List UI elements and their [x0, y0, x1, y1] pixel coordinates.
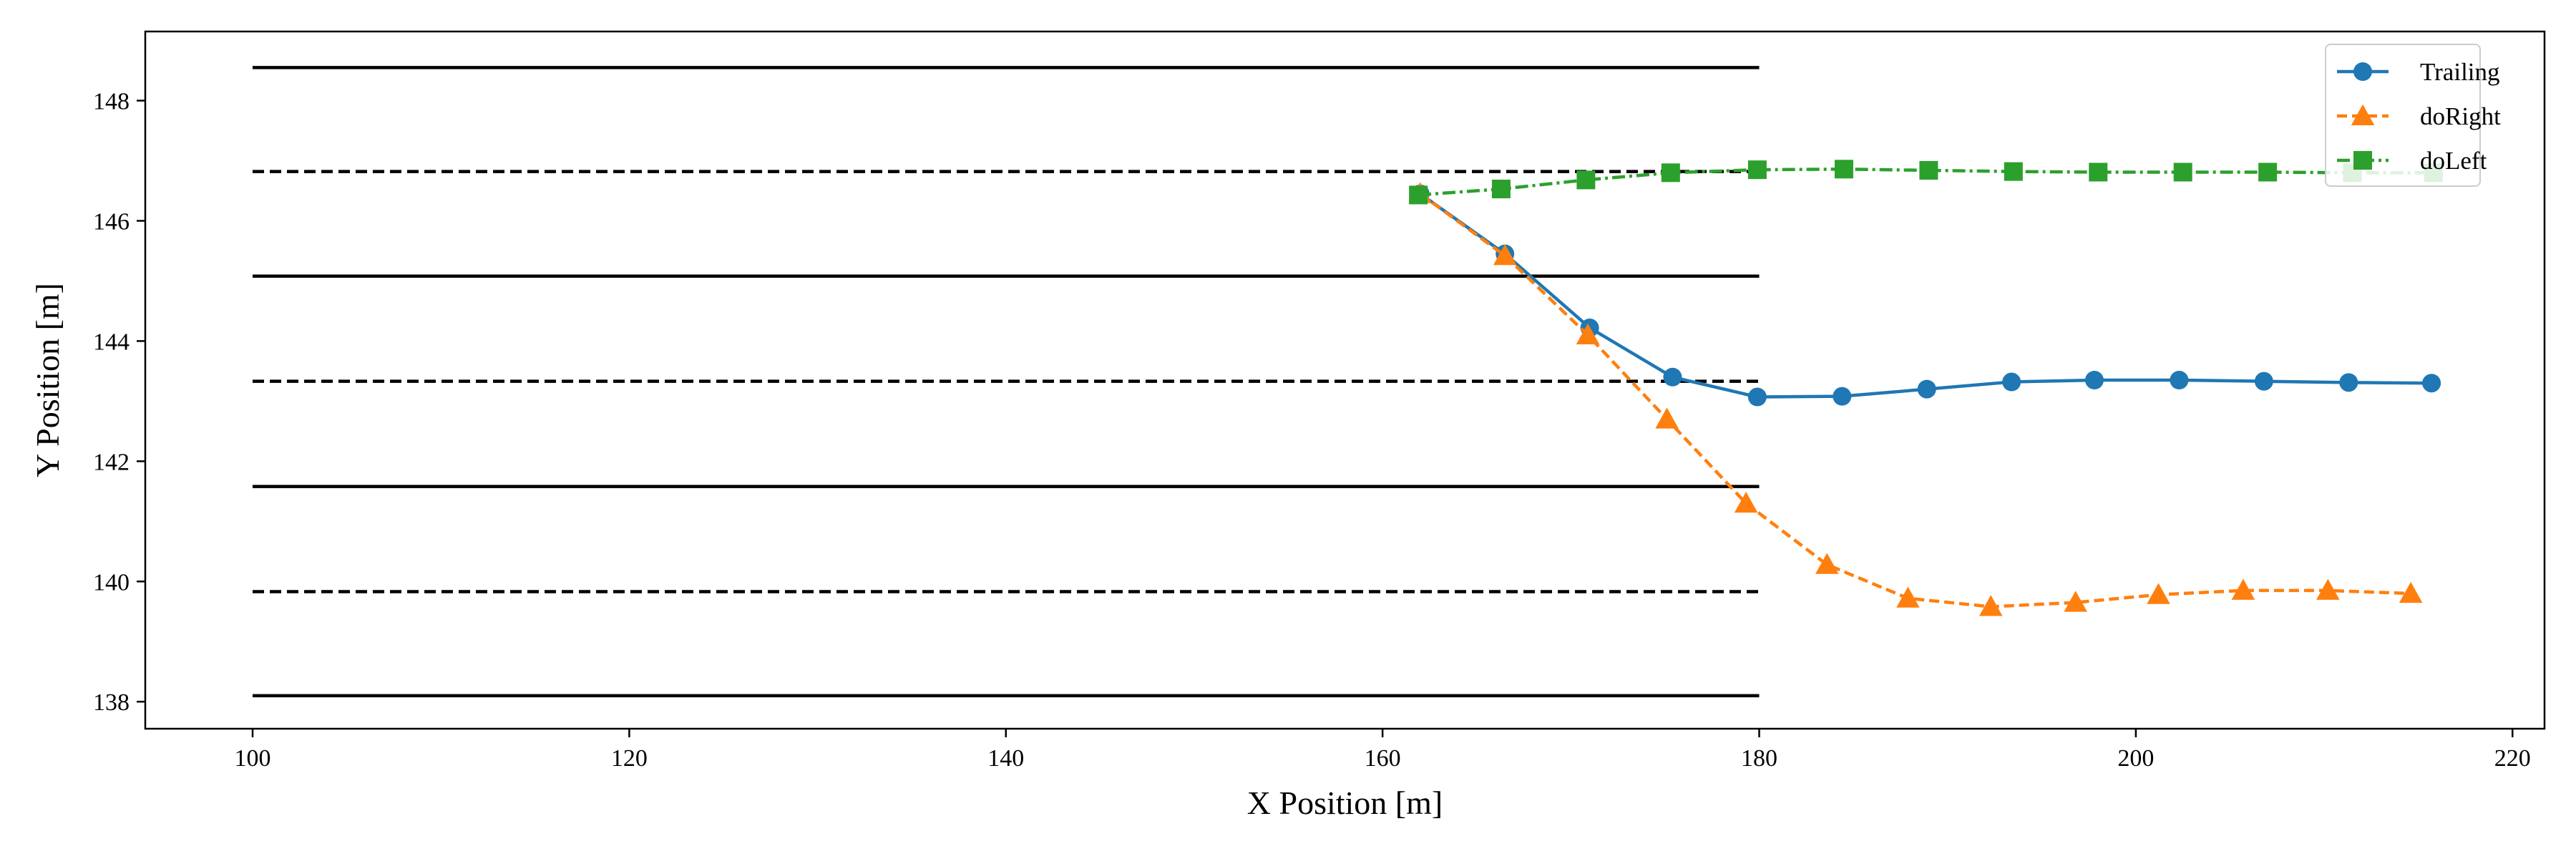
data-point-doLeft-7: [2004, 162, 2023, 181]
data-point-doRight-6: [1896, 586, 1920, 608]
x-tick-label-120: 120: [611, 745, 648, 772]
data-point-doRight-12: [2399, 581, 2423, 603]
series-line-doRight: [1419, 192, 2411, 608]
data-point-doRight-7: [1979, 595, 2003, 616]
data-point-doLeft-6: [1919, 160, 1938, 180]
lane-lines: [253, 66, 1760, 698]
data-point-Trailing-11: [2339, 373, 2358, 392]
data-point-doRight-8: [2064, 591, 2087, 612]
y-tick-label-144: 144: [93, 329, 130, 355]
x-tick-label-220: 220: [2494, 745, 2531, 772]
data-point-doRight-9: [2147, 583, 2170, 604]
data-point-Trailing-3: [1663, 367, 1682, 387]
data-point-Trailing-12: [2422, 374, 2441, 393]
data-point-Trailing-8: [2084, 371, 2104, 389]
data-point-doLeft-2: [1576, 170, 1596, 190]
data-point-doLeft-1: [1491, 179, 1511, 198]
y-tick-label-142: 142: [93, 449, 130, 475]
data-point-Trailing-5: [1833, 387, 1852, 406]
data-point-doLeft-5: [1834, 160, 1853, 179]
x-tick-label-160: 160: [1365, 745, 1401, 772]
data-point-doRight-11: [2316, 578, 2340, 600]
x-axis-title: X Position [m]: [1247, 785, 1443, 821]
legend-marker-doRight: [2351, 104, 2375, 125]
data-point-Trailing-10: [2254, 372, 2273, 391]
data-point-doLeft-10: [2258, 162, 2278, 182]
data-point-doLeft-4: [1747, 160, 1767, 180]
legend: Trailing doRight doLeft: [2325, 44, 2501, 187]
x-axis: 100 120 140 160 180 200 220: [235, 729, 2531, 772]
y-tick-label-138: 138: [93, 689, 130, 716]
plot-frame: [144, 30, 2546, 730]
y-tick-label-146: 146: [93, 208, 130, 235]
legend-label-doLeft: doLeft: [2420, 147, 2487, 175]
series-group: [1408, 160, 2443, 616]
y-axis: 138 140 142 144 146 148: [93, 89, 145, 716]
data-point-doRight-1: [1493, 243, 1517, 266]
x-tick-label-100: 100: [235, 745, 271, 772]
data-point-Trailing-4: [1747, 387, 1767, 407]
data-point-doRight-10: [2231, 578, 2255, 600]
data-point-Trailing-6: [1917, 379, 1936, 399]
legend-marker-Trailing: [2353, 62, 2372, 81]
series-line-Trailing: [1419, 192, 2432, 399]
data-point-doRight-2: [1576, 323, 1600, 345]
series-doRight: [1408, 182, 2423, 616]
data-point-doLeft-0: [1409, 185, 1428, 205]
x-tick-label-140: 140: [987, 745, 1024, 772]
y-axis-title: Y Position [m]: [29, 283, 66, 477]
y-tick-label-148: 148: [93, 89, 130, 115]
x-tick-label-180: 180: [1741, 745, 1777, 772]
x-tick-label-200: 200: [2117, 745, 2154, 772]
series-doLeft: [1409, 160, 2443, 205]
data-point-doRight-3: [1655, 407, 1679, 429]
legend-label-doRight: doRight: [2420, 102, 2501, 130]
legend-marker-doLeft: [2353, 151, 2372, 170]
y-tick-label-140: 140: [93, 569, 130, 596]
data-point-Trailing-9: [2170, 371, 2189, 389]
data-point-doRight-4: [1734, 491, 1758, 513]
data-point-doLeft-9: [2173, 162, 2192, 182]
legend-label-Trailing: Trailing: [2420, 58, 2500, 86]
data-point-doRight-5: [1815, 553, 1839, 574]
data-point-doLeft-8: [2089, 162, 2108, 182]
series-Trailing: [1410, 184, 2441, 407]
data-point-Trailing-7: [2002, 372, 2021, 392]
data-point-doLeft-3: [1661, 163, 1680, 183]
